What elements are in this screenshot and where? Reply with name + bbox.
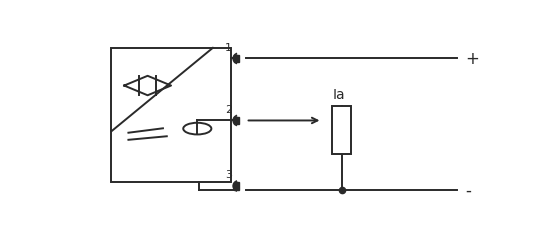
Bar bbox=[332, 107, 351, 154]
Text: +: + bbox=[465, 50, 479, 68]
Text: 1: 1 bbox=[225, 43, 232, 53]
Text: Ia: Ia bbox=[333, 88, 345, 101]
Bar bbox=[234, 55, 239, 63]
Text: 2: 2 bbox=[225, 104, 232, 114]
Text: -: - bbox=[465, 181, 471, 199]
Bar bbox=[111, 49, 231, 183]
Bar bbox=[234, 183, 239, 190]
Text: 3: 3 bbox=[225, 170, 232, 180]
Bar bbox=[234, 117, 239, 125]
